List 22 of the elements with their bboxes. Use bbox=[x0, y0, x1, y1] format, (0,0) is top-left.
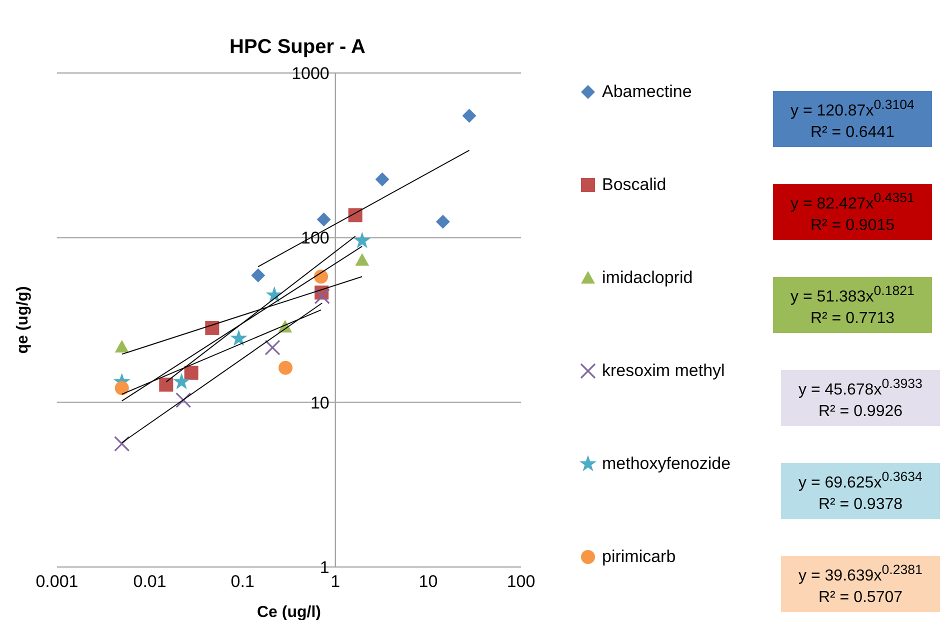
legend-label: kresoxim methyl bbox=[602, 361, 725, 381]
legend-label: Abamectine bbox=[602, 82, 692, 102]
equation-box: y = 120.87x$^{0.3104}$ R² = 0.6441 bbox=[773, 91, 932, 148]
equation-box: y = 45.678x$^{0.3933}$ R² = 0.9926 bbox=[781, 370, 940, 426]
legend-label: imidacloprid bbox=[602, 268, 693, 288]
legend-label: Boscalid bbox=[602, 175, 666, 195]
x-tick-label: 100 bbox=[506, 572, 536, 592]
x-tick-label: 0.001 bbox=[36, 572, 78, 592]
equation-box: y = 82.427x$^{0.4351}$ R² = 0.9015 bbox=[773, 184, 932, 240]
y-axis-title: qe (ug/g) bbox=[14, 286, 32, 354]
chart-title: HPC Super - A bbox=[228, 36, 366, 59]
y-tick-label: 10 bbox=[310, 393, 330, 412]
x-tick-label: 0.1 bbox=[230, 572, 254, 592]
legend-label: methoxyfenozide bbox=[602, 454, 731, 474]
y-tick-label: 1000 bbox=[292, 64, 330, 83]
x-tick-label: 0.01 bbox=[133, 572, 166, 592]
equation-box: y = 51.383x$^{0.1821}$ R² = 0.7713 bbox=[773, 277, 932, 334]
equation-box: y = 39.639x$^{0.2381}$ R² = 0.5707 bbox=[781, 556, 940, 612]
legend-label: pirimicarb bbox=[602, 547, 676, 567]
x-tick-label: 10 bbox=[418, 572, 438, 592]
equation-box: y = 69.625x$^{0.3634}$ R² = 0.9378 bbox=[781, 463, 940, 520]
y-tick-label: 1 bbox=[320, 558, 330, 577]
